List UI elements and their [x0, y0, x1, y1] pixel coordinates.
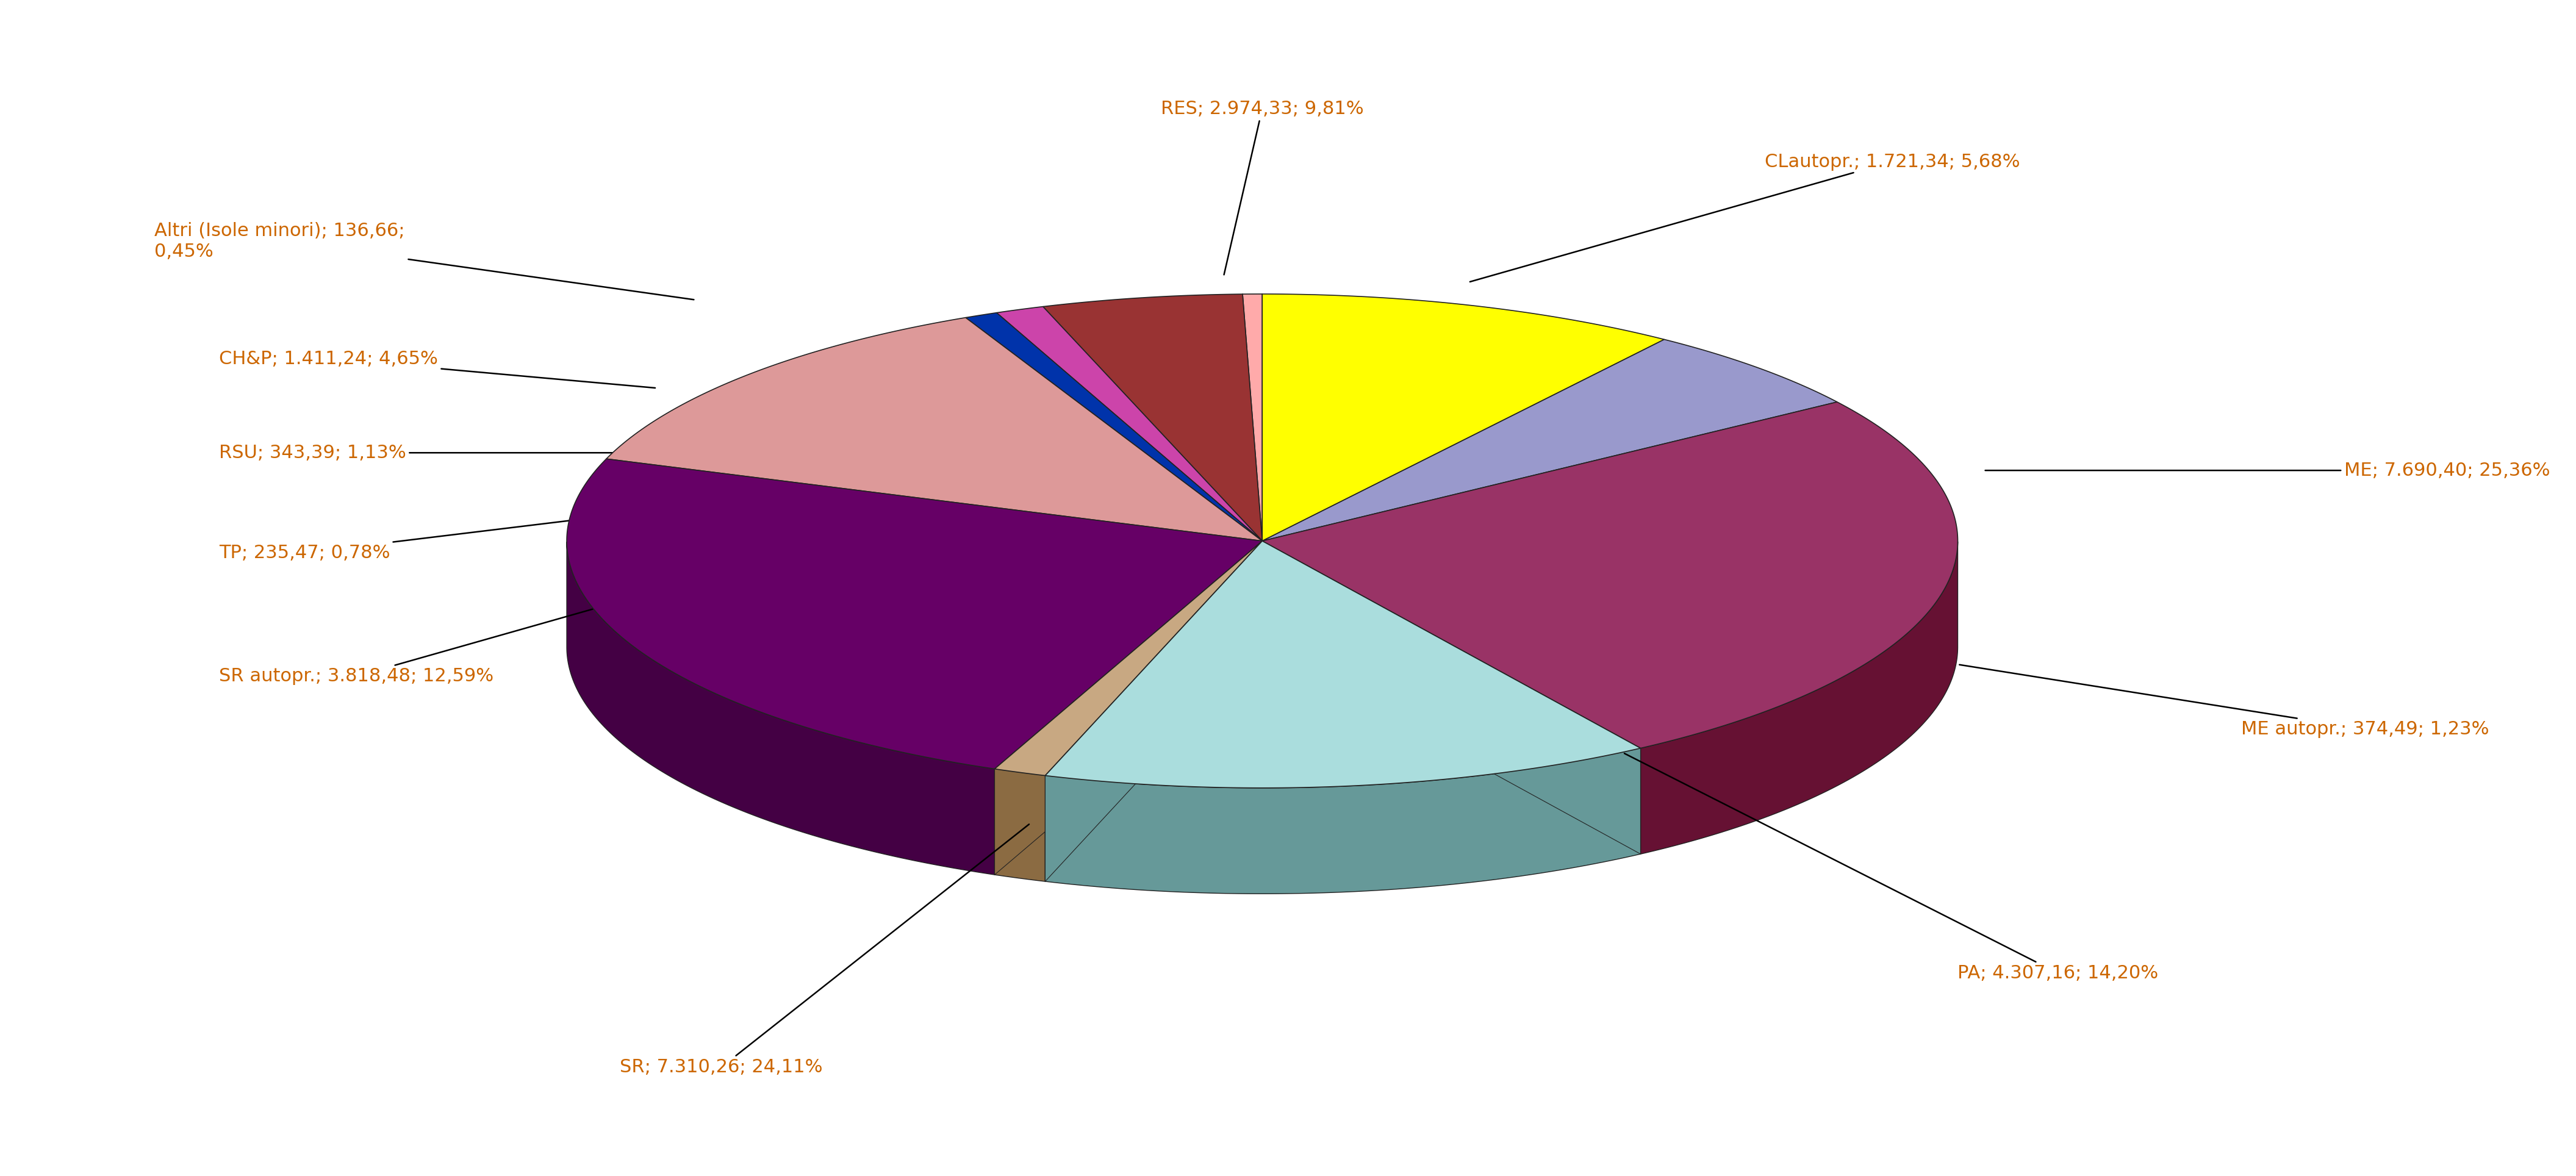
Polygon shape — [1046, 748, 1641, 894]
Text: ME autopr.; 374,49; 1,23%: ME autopr.; 374,49; 1,23% — [1960, 664, 2488, 739]
Polygon shape — [567, 400, 1958, 894]
Polygon shape — [1046, 541, 1641, 788]
Polygon shape — [994, 541, 1262, 776]
Polygon shape — [567, 542, 994, 875]
Polygon shape — [994, 541, 1262, 875]
Polygon shape — [1242, 294, 1262, 541]
Polygon shape — [567, 459, 1262, 769]
Text: PA; 4.307,16; 14,20%: PA; 4.307,16; 14,20% — [1625, 754, 2159, 982]
Text: ME; 7.690,40; 25,36%: ME; 7.690,40; 25,36% — [1986, 461, 2550, 480]
Polygon shape — [1641, 542, 1958, 854]
Polygon shape — [1043, 294, 1262, 541]
Polygon shape — [1262, 541, 1641, 854]
Polygon shape — [1262, 294, 1664, 541]
Text: SR autopr.; 3.818,48; 12,59%: SR autopr.; 3.818,48; 12,59% — [219, 576, 706, 686]
Polygon shape — [994, 769, 1046, 882]
Polygon shape — [997, 307, 1262, 541]
Polygon shape — [1262, 340, 1837, 541]
Text: CH&P; 1.411,24; 4,65%: CH&P; 1.411,24; 4,65% — [219, 349, 654, 388]
Polygon shape — [1262, 402, 1958, 748]
Text: SR; 7.310,26; 24,11%: SR; 7.310,26; 24,11% — [621, 824, 1028, 1076]
Text: RSU; 343,39; 1,13%: RSU; 343,39; 1,13% — [219, 443, 654, 462]
Polygon shape — [1046, 541, 1262, 882]
Polygon shape — [605, 318, 1262, 541]
Polygon shape — [994, 541, 1262, 875]
Polygon shape — [1046, 541, 1262, 882]
Text: RES; 2.974,33; 9,81%: RES; 2.974,33; 9,81% — [1162, 100, 1363, 275]
Polygon shape — [1262, 541, 1641, 854]
Text: CLautopr.; 1.721,34; 5,68%: CLautopr.; 1.721,34; 5,68% — [1471, 153, 2020, 282]
Polygon shape — [966, 313, 1262, 541]
Text: Altri (Isole minori); 136,66;
0,45%: Altri (Isole minori); 136,66; 0,45% — [155, 222, 693, 300]
Text: TP; 235,47; 0,78%: TP; 235,47; 0,78% — [219, 512, 641, 562]
